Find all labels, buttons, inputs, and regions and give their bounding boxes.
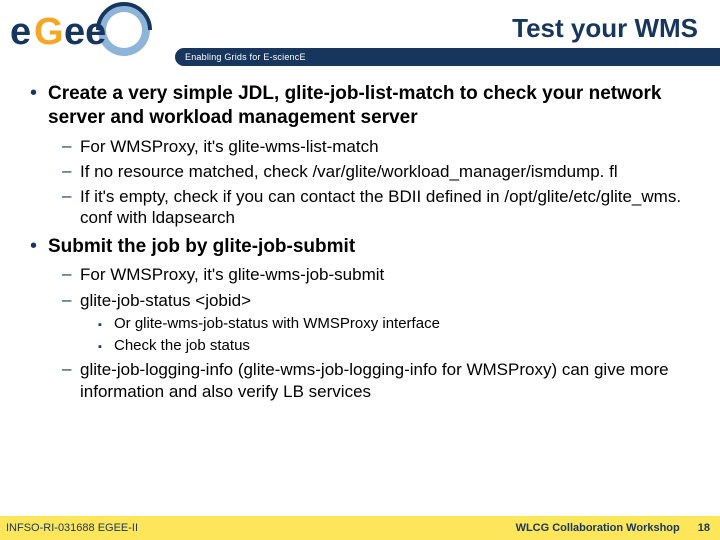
footer-center-text: WLCG Collaboration Workshop [516,522,680,534]
bullet-l1: Submit the job by glite-job-submit For W… [28,235,692,402]
bullet-l2-text: For WMSProxy, it's glite-wms-job-submit [80,264,692,285]
footer-left-text: INFSO-RI-031688 EGEE-II [6,522,138,534]
bullet-l2-text: glite-job-logging-info (glite-wms-job-lo… [80,359,692,402]
bullet-l2-text: If it's empty, check if you can contact … [80,186,692,229]
svg-text:ee: ee [64,11,106,53]
bullet-l2: If it's empty, check if you can contact … [62,186,692,229]
slide-title: Test your WMS [512,10,720,46]
slide-content: Create a very simple JDL, glite-job-list… [0,72,720,402]
bullet-l1-text: Submit the job by glite-job-submit [48,235,692,259]
bullet-l3-text: Or glite-wms-job-status with WMSProxy in… [114,315,692,334]
bullet-l2-text: glite-job-status <jobid> [80,290,692,311]
egee-logo: e G ee [6,2,176,60]
bullet-l1-text: Create a very simple JDL, glite-job-list… [48,82,692,130]
bullet-l2: glite-job-status <jobid> Or glite-wms-jo… [62,290,692,356]
bullet-l2: For WMSProxy, it's glite-wms-list-match [62,136,692,157]
bullet-l3: Check the job status [98,337,692,356]
bullet-l3: Or glite-wms-job-status with WMSProxy in… [98,315,692,334]
footer-page-number: 18 [698,522,710,534]
tagline-text: Enabling Grids for E-sciencE [185,52,306,62]
slide-footer: INFSO-RI-031688 EGEE-II WLCG Collaborati… [0,516,720,540]
bullet-l3-text: Check the job status [114,337,692,356]
slide-header: e G ee Test your WMS Enabling Grids for … [0,0,720,72]
bullet-l1: Create a very simple JDL, glite-job-list… [28,82,692,229]
bullet-l2: glite-job-logging-info (glite-wms-job-lo… [62,359,692,402]
bullet-l2: If no resource matched, check /var/glite… [62,161,692,182]
svg-text:e: e [10,11,31,53]
bullet-l2: For WMSProxy, it's glite-wms-job-submit [62,264,692,285]
tagline-strip: Enabling Grids for E-sciencE [175,48,720,66]
bullet-l2-text: For WMSProxy, it's glite-wms-list-match [80,136,692,157]
svg-text:G: G [34,11,64,53]
bullet-l2-text: If no resource matched, check /var/glite… [80,161,692,182]
